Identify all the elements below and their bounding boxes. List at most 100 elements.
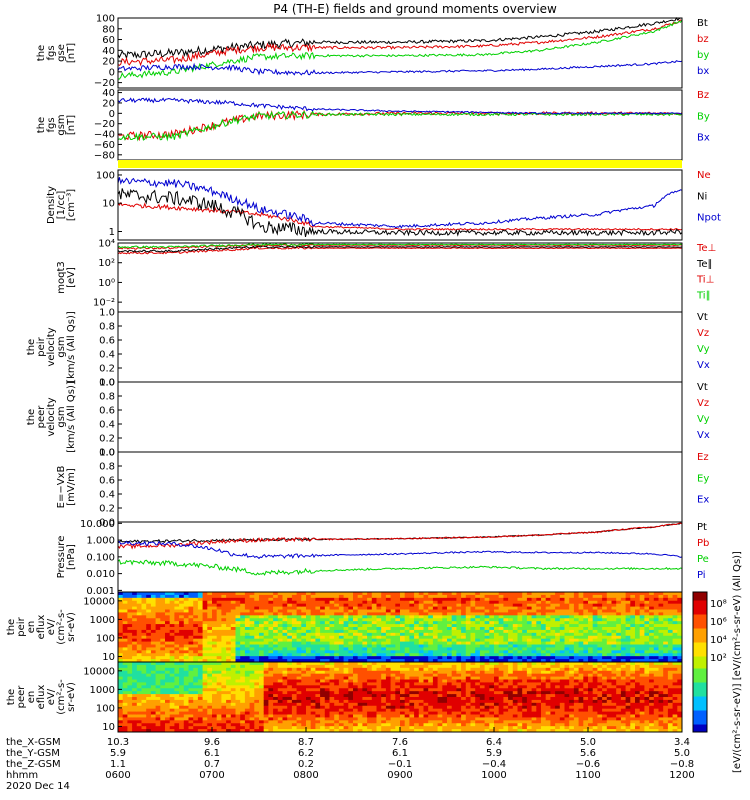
heatmap-cell	[385, 621, 391, 625]
heatmap-cell	[183, 694, 189, 698]
heatmap-cell	[578, 597, 584, 602]
heatmap-cell	[484, 711, 490, 715]
heatmap-cell	[197, 606, 203, 610]
heatmap-cell	[395, 726, 401, 730]
heatmap-cell	[212, 679, 218, 683]
heatmap-cell	[348, 641, 354, 645]
heatmap-cell	[611, 629, 617, 634]
heatmap-cell	[409, 694, 415, 698]
heatmap-cell	[367, 685, 373, 689]
heatmap-cell	[277, 670, 283, 675]
heatmap-cell	[611, 615, 617, 619]
heatmap-cell	[315, 632, 321, 637]
heatmap-cell	[456, 656, 462, 660]
heatmap-cell	[329, 647, 335, 651]
heatmap-cell	[353, 612, 359, 616]
heatmap-cell	[555, 618, 561, 622]
heatmap-cell	[132, 644, 138, 648]
heatmap-cell	[475, 673, 481, 677]
heatmap-cell	[545, 635, 551, 640]
heatmap-cell	[324, 659, 330, 663]
heatmap-cell	[277, 667, 283, 672]
heatmap-cell	[287, 717, 293, 721]
heatmap-cell	[277, 609, 283, 613]
heatmap-cell	[512, 603, 518, 607]
heatmap-cell	[230, 603, 236, 607]
heatmap-cell	[428, 723, 434, 727]
heatmap-cell	[320, 723, 326, 727]
heatmap-cell	[423, 606, 429, 610]
heatmap-cell	[470, 699, 476, 704]
heatmap-cell	[291, 729, 297, 733]
heatmap-cell	[404, 699, 410, 704]
heatmap-cell	[578, 650, 584, 654]
heatmap-cell	[165, 647, 171, 651]
heatmap-cell	[602, 624, 608, 628]
heatmap-cell	[658, 656, 664, 660]
heatmap-cell	[573, 641, 579, 645]
heatmap-cell	[353, 615, 359, 619]
heatmap-cell	[663, 650, 669, 654]
heatmap-cell	[127, 592, 133, 596]
heatmap-cell	[315, 720, 321, 724]
heatmap-cell	[244, 705, 250, 710]
heatmap-cell	[202, 603, 208, 607]
heatmap-cell	[334, 682, 340, 686]
heatmap-cell	[310, 629, 316, 634]
heatmap-cell	[329, 702, 335, 707]
heatmap-cell	[362, 609, 368, 613]
heatmap-cell	[235, 705, 241, 710]
heatmap-cell	[235, 691, 241, 695]
heatmap-cell	[249, 714, 255, 718]
heatmap-cell	[132, 615, 138, 619]
heatmap-cell	[226, 691, 232, 695]
heatmap-cell	[291, 592, 297, 596]
heatmap-cell	[395, 702, 401, 707]
heatmap-cell	[216, 714, 222, 718]
heatmap-cell	[296, 647, 302, 651]
heatmap-cell	[179, 720, 185, 724]
heatmap-cell	[550, 638, 556, 642]
heatmap-cell	[165, 609, 171, 613]
heatmap-cell	[216, 659, 222, 663]
heatmap-cell	[503, 615, 509, 619]
heatmap-cell	[287, 606, 293, 610]
heatmap-cell	[132, 688, 138, 692]
heatmap-cell	[423, 632, 429, 637]
heatmap-cell	[146, 676, 152, 680]
heatmap-cell	[226, 723, 232, 727]
heatmap-cell	[432, 729, 438, 733]
heatmap-cell	[498, 592, 504, 596]
heatmap-cell	[357, 644, 363, 648]
heatmap-cell	[526, 609, 532, 613]
heatmap-cell	[545, 624, 551, 628]
y-axis-label: gsm	[56, 336, 67, 357]
heatmap-cell	[555, 638, 561, 642]
heatmap-cell	[456, 694, 462, 698]
heatmap-cell	[273, 670, 279, 675]
heatmap-cell	[385, 679, 391, 683]
heatmap-cell	[536, 638, 542, 642]
heatmap-cell	[578, 592, 584, 596]
heatmap-cell	[291, 624, 297, 628]
heatmap-cell	[489, 685, 495, 689]
heatmap-cell	[503, 621, 509, 625]
heatmap-cell	[277, 653, 283, 657]
heatmap-cell	[141, 644, 147, 648]
heatmap-cell	[287, 697, 293, 701]
heatmap-cell	[367, 694, 373, 698]
heatmap-cell	[160, 600, 166, 605]
heatmap-cell	[277, 676, 283, 680]
heatmap-cell	[296, 594, 302, 599]
heatmap-cell	[202, 597, 208, 602]
heatmap-cell	[240, 647, 246, 651]
heatmap-cell	[193, 702, 199, 707]
heatmap-cell	[385, 667, 391, 672]
heatmap-cell	[362, 714, 368, 718]
heatmap-cell	[179, 694, 185, 698]
heatmap-cell	[470, 726, 476, 730]
heatmap-cell	[202, 697, 208, 701]
heatmap-cell	[498, 600, 504, 605]
heatmap-cell	[635, 659, 641, 663]
heatmap-cell	[489, 723, 495, 727]
